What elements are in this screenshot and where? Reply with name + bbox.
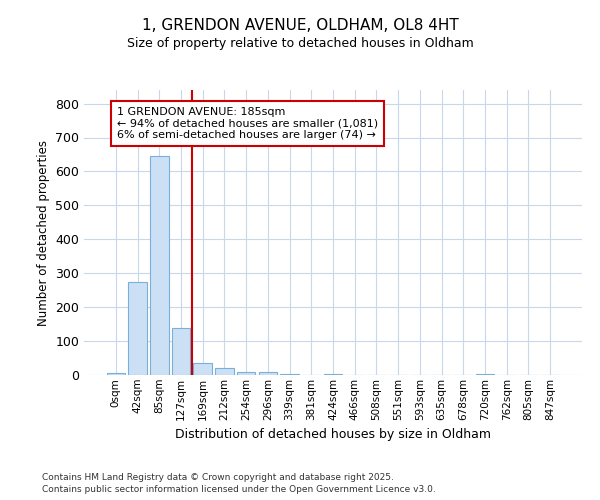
Bar — [107, 374, 125, 375]
Bar — [172, 328, 190, 375]
Text: Contains HM Land Registry data © Crown copyright and database right 2025.: Contains HM Land Registry data © Crown c… — [42, 472, 394, 482]
Text: 1 GRENDON AVENUE: 185sqm
← 94% of detached houses are smaller (1,081)
6% of semi: 1 GRENDON AVENUE: 185sqm ← 94% of detach… — [117, 107, 378, 140]
Bar — [237, 372, 256, 375]
Bar — [476, 374, 494, 375]
Bar — [193, 363, 212, 375]
Bar — [259, 372, 277, 375]
X-axis label: Distribution of detached houses by size in Oldham: Distribution of detached houses by size … — [175, 428, 491, 441]
Text: 1, GRENDON AVENUE, OLDHAM, OL8 4HT: 1, GRENDON AVENUE, OLDHAM, OL8 4HT — [142, 18, 458, 32]
Text: Contains public sector information licensed under the Open Government Licence v3: Contains public sector information licen… — [42, 485, 436, 494]
Bar — [215, 368, 233, 375]
Bar — [324, 374, 342, 375]
Bar — [128, 282, 147, 375]
Text: Size of property relative to detached houses in Oldham: Size of property relative to detached ho… — [127, 38, 473, 51]
Y-axis label: Number of detached properties: Number of detached properties — [37, 140, 50, 326]
Bar — [280, 374, 299, 375]
Bar — [150, 156, 169, 375]
